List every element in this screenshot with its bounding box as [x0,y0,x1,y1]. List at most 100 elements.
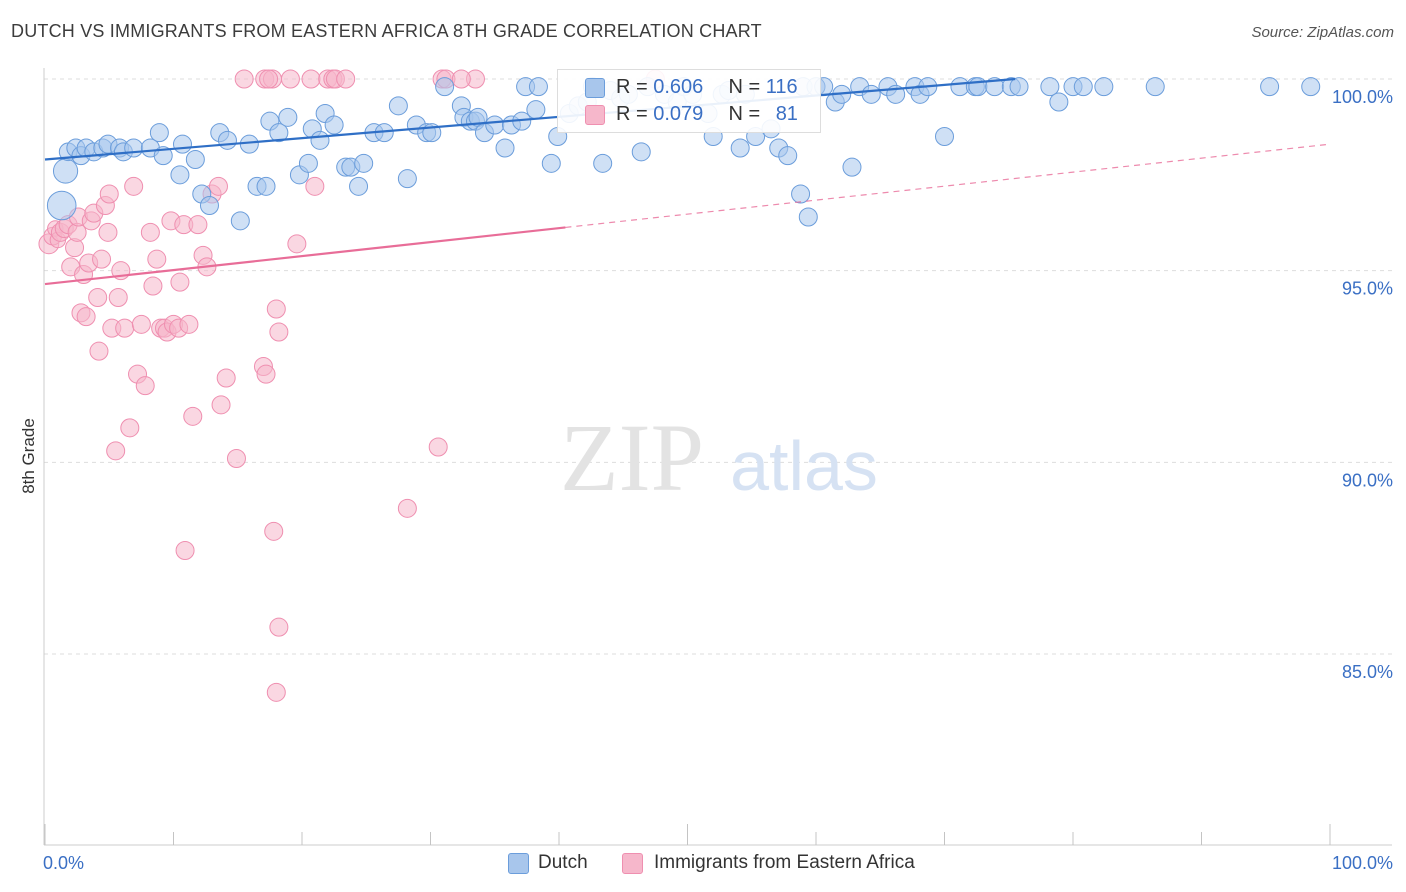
watermark-zip: ZIP [560,404,704,511]
legend-r-label: R = [616,103,648,125]
point-pink-63 [301,69,321,89]
point-pink-35 [147,249,167,269]
point-blue-30 [298,153,318,173]
point-blue-32 [310,130,330,150]
legend-swatch-dutch [508,853,529,874]
point-pink-32 [135,376,155,396]
axes [43,68,1392,846]
point-pink-51 [208,176,228,196]
trend-lines [44,77,1331,286]
point-pink-33 [140,222,160,242]
point-blue-115 [1301,77,1321,97]
legend-n-value: 116 [765,76,798,98]
point-blue-25 [256,176,276,196]
legend-n-label: N = [728,76,761,98]
stats-legend: R = 0.606 N = 116 R = 0.079 N = 81 [557,69,821,133]
point-blue-109 [1049,92,1069,112]
legend-r-label: R = [616,76,648,98]
point-blue-14 [149,123,169,143]
point-pink-47 [188,215,208,235]
point-pink-34 [143,276,163,296]
trend-line-dutch [44,77,1016,161]
point-pink-24 [106,441,126,461]
point-blue-58 [526,100,546,120]
series-legend: Dutch Immigrants from Eastern Africa [0,852,1406,878]
x-tick-label-0: 0.0% [43,853,84,873]
point-pink-70 [266,682,286,702]
legend-swatch-eastern-africa [622,853,643,874]
point-blue-46 [435,77,455,97]
point-blue-41 [388,96,408,116]
point-pink-44 [175,541,195,560]
point-pink-60 [269,322,289,342]
y-tick-label-3: 100.0% [1332,87,1393,107]
legend-swatch-eastern-africa [585,105,605,125]
point-pink-73 [336,69,356,89]
legend-label-eastern-africa: Immigrants from Eastern Africa [654,852,915,873]
point-pink-52 [211,395,231,415]
legend-r-value: 0.606 [653,76,704,98]
point-pink-45 [179,314,199,334]
point-pink-19 [92,249,112,269]
point-blue-27 [269,123,289,143]
legend-n-label: N = [728,103,761,125]
point-blue-113 [1145,77,1165,97]
trend-line-eastern-africa [44,226,566,286]
point-blue-80 [730,138,750,158]
point-blue-22 [230,211,250,231]
point-pink-55 [234,69,254,89]
legend-n-value: 81 [775,103,798,125]
y-axis-label: 8th Grade [19,418,38,494]
point-blue-66 [593,153,613,173]
point-pink-75 [428,437,448,457]
source-label: Source: ZipAtlas.com [1251,24,1394,41]
point-pink-25 [108,288,128,307]
legend-row-dutch: R = 0.606 N = 116 [616,76,798,99]
legend-row-eastern-africa: R = 0.079 N = 81 [616,103,798,126]
point-pink-62 [287,234,307,254]
chart-title: DUTCH VS IMMIGRANTS FROM EASTERN AFRICA … [11,21,762,41]
point-blue-42 [397,169,417,189]
point-blue-19 [199,196,219,215]
point-blue-38 [354,153,374,173]
point-blue-17 [185,150,205,169]
point-pink-17 [88,288,108,307]
trend-line-eastern-africa-extension [565,143,1331,229]
point-pink-71 [269,617,289,637]
point-pink-27 [115,318,135,338]
point-blue-1 [52,158,79,184]
point-blue-112 [1094,77,1114,97]
x-tick-label-1: 100.0% [1332,853,1393,873]
point-pink-53 [216,368,236,388]
point-pink-74 [397,498,417,518]
point-pink-69 [259,69,279,89]
point-blue-53 [485,115,505,135]
point-blue-28 [278,107,298,127]
point-blue-54 [495,138,515,158]
y-tick-label-1: 90.0% [1342,470,1393,490]
legend-swatch-dutch [585,78,605,98]
point-pink-42 [170,272,190,292]
point-pink-46 [183,406,203,426]
point-blue-70 [631,142,651,162]
point-pink-18 [89,341,109,361]
point-pink-28 [120,418,140,438]
point-blue-16 [170,165,190,185]
point-blue-85 [778,146,798,166]
legend-label-dutch: Dutch [538,852,588,873]
point-blue-21 [217,130,237,150]
point-pink-59 [266,299,286,319]
point-blue-95 [861,84,881,104]
point-pink-58 [264,521,284,541]
point-blue-59 [528,77,548,97]
point-pink-29 [124,176,144,196]
point-blue-37 [349,176,369,196]
grid-lines [44,78,1392,655]
point-pink-31 [131,314,151,334]
point-blue-86 [791,184,811,204]
point-pink-22 [99,184,119,204]
point-pink-64 [305,176,325,196]
point-blue-101 [935,127,954,146]
y-tick-label-0: 85.0% [1342,662,1393,682]
